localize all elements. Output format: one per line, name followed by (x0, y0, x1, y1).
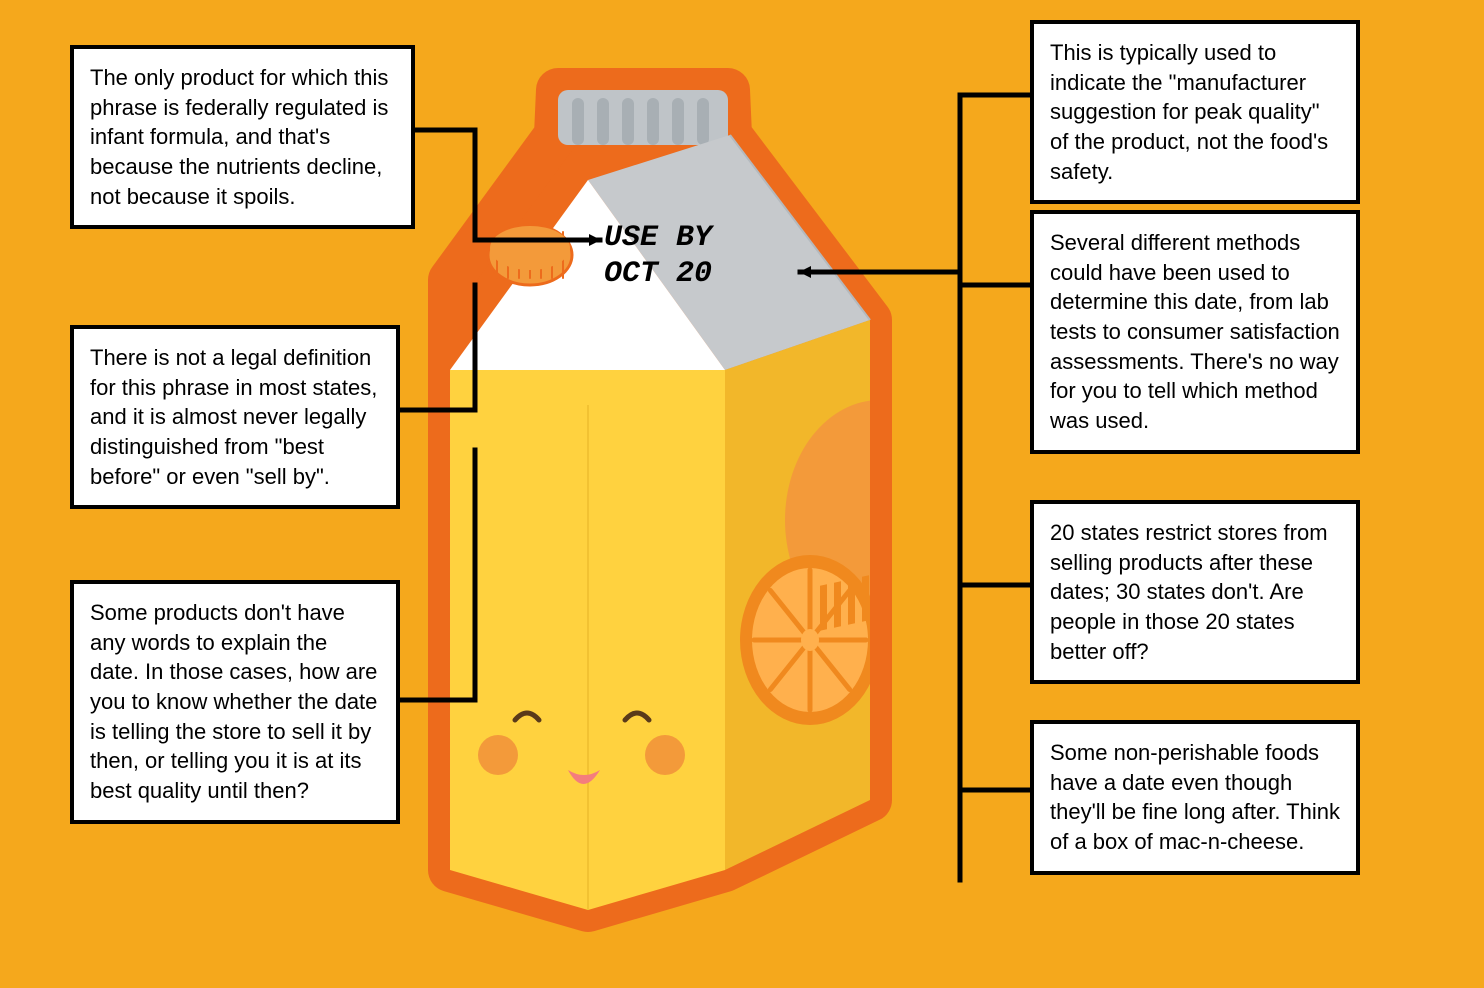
callout-left-1: There is not a legal definition for this… (70, 325, 400, 509)
callout-right-2: 20 states restrict stores from selling p… (1030, 500, 1360, 684)
callout-left-0: The only product for which this phrase i… (70, 45, 415, 229)
callout-left-2: Some products don't have any words to ex… (70, 580, 400, 824)
infographic-stage: USE BYOCT 20 The only product for which … (0, 0, 1484, 988)
callout-right-1: Several different methods could have bee… (1030, 210, 1360, 454)
callout-right-3: Some non-perishable foods have a date ev… (1030, 720, 1360, 875)
callout-right-0: This is typically used to indicate the "… (1030, 20, 1360, 204)
